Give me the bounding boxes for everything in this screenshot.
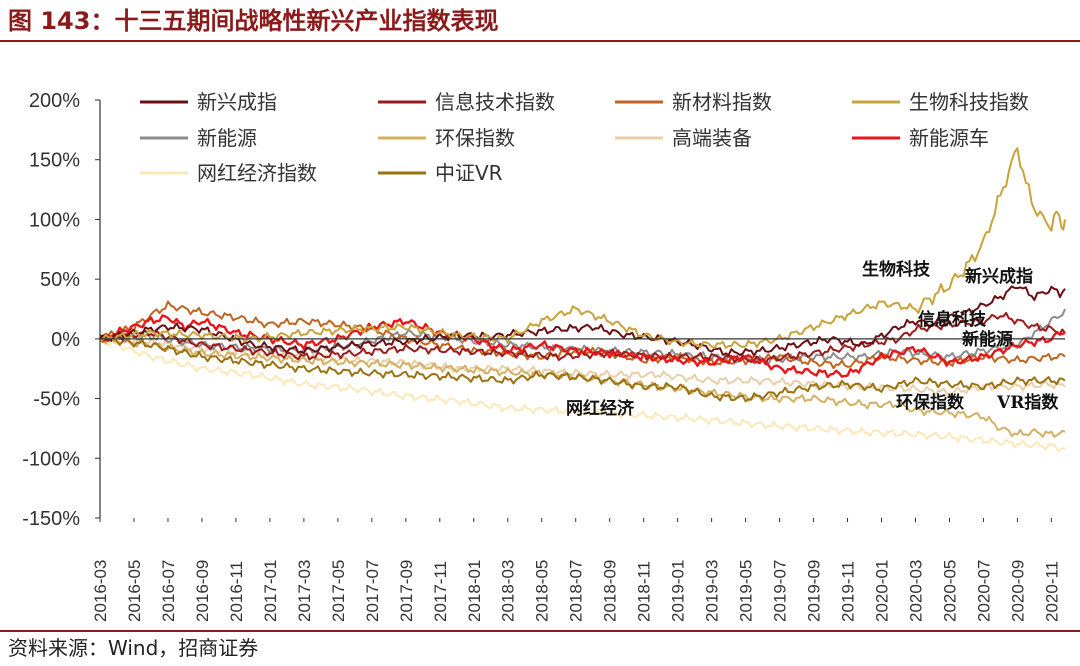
annotation-label: 新能源 xyxy=(962,329,1013,350)
x-tick-label: 2019-01 xyxy=(669,560,688,622)
series-line-5 xyxy=(99,336,1066,438)
annotation-label: 网红经济 xyxy=(566,398,635,419)
x-tick-label: 2019-07 xyxy=(771,560,790,622)
title-rule xyxy=(0,40,1080,42)
x-tick-label: 2017-01 xyxy=(261,560,280,622)
x-tick-label: 2019-03 xyxy=(703,560,722,622)
y-tick-label: -50% xyxy=(33,389,80,411)
x-tick-label: 2019-11 xyxy=(839,561,858,622)
legend-label: 新能源车 xyxy=(909,126,989,150)
legend-label: 新材料指数 xyxy=(672,90,772,114)
x-tick-label: 2020-05 xyxy=(940,560,959,622)
x-tick-label: 2018-03 xyxy=(499,560,518,622)
source-note: 资料来源：Wind，招商证券 xyxy=(8,636,259,660)
series-line-0 xyxy=(99,285,1066,357)
y-tick-label: -100% xyxy=(22,448,80,470)
legend-label: 生物科技指数 xyxy=(909,90,1029,114)
y-tick-label: 0% xyxy=(51,329,80,351)
series-line-6 xyxy=(99,334,1066,397)
legend-label: 信息技术指数 xyxy=(435,90,555,114)
legend-label: 网红经济指数 xyxy=(197,161,317,185)
legend-label: 中证VR xyxy=(435,161,503,185)
annotation-label: 生物科技 xyxy=(862,259,931,280)
x-tick-label: 2016-07 xyxy=(159,560,178,622)
x-tick-label: 2018-11 xyxy=(635,561,654,622)
x-tick-label: 2020-09 xyxy=(1008,560,1027,622)
annotation-label: 环保指数 xyxy=(896,392,965,413)
x-tick-label: 2019-09 xyxy=(805,560,824,622)
x-tick-label: 2020-03 xyxy=(906,560,925,622)
chart-title: 图 143：十三五期间战略性新兴产业指数表现 xyxy=(8,7,499,35)
legend-label: 环保指数 xyxy=(435,126,515,150)
annotation-label: VR指数 xyxy=(996,392,1059,413)
series-line-9 xyxy=(99,335,1066,403)
x-tick-label: 2017-03 xyxy=(295,560,314,622)
annotation-label: 信息科技 xyxy=(918,309,987,330)
legend-label: 新能源 xyxy=(197,126,257,150)
x-tick-label: 2017-11 xyxy=(431,561,450,622)
x-tick-label: 2018-01 xyxy=(465,560,484,622)
x-tick-label: 2020-07 xyxy=(974,560,993,622)
x-tick-label: 2016-11 xyxy=(227,561,246,622)
x-tick-label: 2018-07 xyxy=(567,560,586,622)
x-tick-label: 2020-11 xyxy=(1042,561,1061,622)
x-tick-label: 2017-09 xyxy=(397,560,416,622)
y-tick-label: 50% xyxy=(40,269,80,291)
x-tick-label: 2016-09 xyxy=(193,560,212,622)
x-tick-label: 2020-01 xyxy=(873,560,892,622)
line-chart: 200% 150% 100% 50% 0% -50% -100% -150% 2016-03 20… xyxy=(22,90,1066,622)
y-tick-label: -150% xyxy=(22,508,80,530)
annotation-label: 新兴成指 xyxy=(965,266,1033,287)
x-tick-label: 2019-05 xyxy=(737,560,756,622)
x-tick-label: 2017-05 xyxy=(329,560,348,622)
x-tick-label: 2016-05 xyxy=(125,560,144,622)
x-tick-label: 2018-09 xyxy=(601,560,620,622)
y-tick-label: 100% xyxy=(29,209,80,231)
x-tick-label: 2018-05 xyxy=(533,560,552,622)
y-tick-label: 200% xyxy=(29,90,80,112)
series-line-8 xyxy=(99,334,1066,452)
source-rule xyxy=(0,630,1080,632)
x-tick-label: 2017-07 xyxy=(363,560,382,622)
legend-label: 新兴成指 xyxy=(197,90,277,114)
y-tick-label: 150% xyxy=(29,150,80,172)
x-tick-label: 2016-03 xyxy=(91,560,110,622)
legend-label: 高端装备 xyxy=(672,126,752,150)
